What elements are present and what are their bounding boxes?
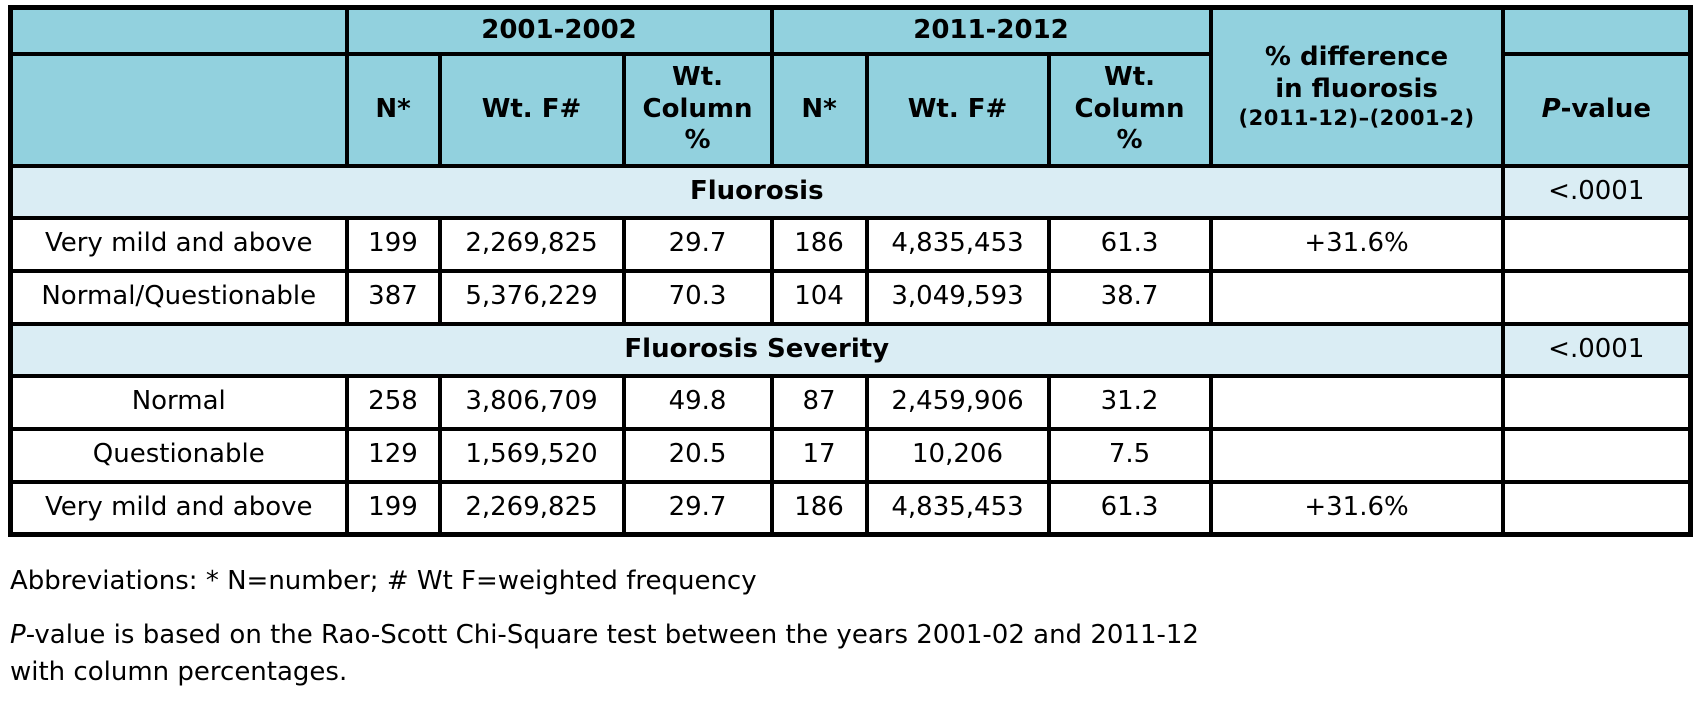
cell-wtf-2001: 2,269,825 — [437, 215, 626, 273]
section-label-fluorosis-severity: Fluorosis Severity — [8, 321, 1505, 378]
col-header-n-2011: N* — [769, 51, 869, 168]
diff-column-header: % difference in fluorosis (2011-12)–(200… — [1208, 5, 1505, 168]
footnote-pvalue-text: -value is based on the Rao-Scott Chi-Squ… — [10, 619, 1199, 687]
cell-pct-2001: 29.7 — [621, 479, 774, 537]
header-row-periods: 2001-2002 2011-2012 % difference in fluo… — [8, 5, 1693, 168]
cell-pct-2011: 61.3 — [1046, 479, 1213, 537]
cell-pvalue — [1500, 215, 1693, 273]
cell-pct-2011: 61.3 — [1046, 215, 1213, 273]
cell-n-2011: 17 — [769, 426, 869, 484]
cell-diff: +31.6% — [1208, 479, 1505, 537]
cell-pvalue — [1500, 426, 1693, 484]
table-row-normal: Normal 258 3,806,709 49.8 87 2,459,906 3… — [8, 373, 1693, 431]
section-row-fluorosis: Fluorosis <.0001 — [8, 163, 1693, 220]
table-row-questionable: Questionable 129 1,569,520 20.5 17 10,20… — [8, 426, 1693, 484]
row-label: Questionable — [8, 426, 349, 484]
section-row-fluorosis-severity: Fluorosis Severity <.0001 — [8, 321, 1693, 378]
cell-pct-2001: 20.5 — [621, 426, 774, 484]
section-label-fluorosis: Fluorosis — [8, 163, 1505, 220]
col-header-pvalue: P-value — [1500, 51, 1693, 168]
col-header-wtcol-2001: Wt. Column % — [621, 51, 774, 168]
cell-wtf-2001: 5,376,229 — [437, 268, 626, 326]
cell-pct-2011: 31.2 — [1046, 373, 1213, 431]
footnotes: Abbreviations: * N=number; # Wt F=weight… — [10, 563, 1694, 691]
cell-pct-2011: 7.5 — [1046, 426, 1213, 484]
cell-diff — [1208, 373, 1505, 431]
pvalue-top-cell — [1500, 5, 1693, 56]
table-row-very-mild-1: Very mild and above 199 2,269,825 29.7 1… — [8, 215, 1693, 273]
cell-n-2011: 186 — [769, 479, 869, 537]
row-label: Very mild and above — [8, 215, 349, 273]
table-row-normal-questionable: Normal/Questionable 387 5,376,229 70.3 1… — [8, 268, 1693, 326]
header-row-columns: N* Wt. F# Wt. Column % N* Wt. F# Wt. Col… — [8, 51, 1693, 168]
cell-n-2011: 104 — [769, 268, 869, 326]
pvalue-cell-fluorosis: <.0001 — [1500, 163, 1693, 220]
cell-wtf-2011: 10,206 — [864, 426, 1051, 484]
cell-wtf-2011: 3,049,593 — [864, 268, 1051, 326]
pvalue-header-italic-p: P — [1541, 93, 1561, 124]
cell-diff — [1208, 268, 1505, 326]
row-label: Normal — [8, 373, 349, 431]
fluorosis-table: 2001-2002 2011-2012 % difference in fluo… — [8, 5, 1694, 537]
footnote-pvalue: P-value is based on the Rao-Scott Chi-Sq… — [10, 617, 1694, 691]
table-row-very-mild-2: Very mild and above 199 2,269,825 29.7 1… — [8, 479, 1693, 537]
cell-wtf-2001: 1,569,520 — [437, 426, 626, 484]
cell-wtf-2011: 4,835,453 — [864, 479, 1051, 537]
col-header-wtf-2011: Wt. F# — [864, 51, 1051, 168]
cell-wtf-2001: 3,806,709 — [437, 373, 626, 431]
pvalue-header-rest: -value — [1560, 93, 1651, 124]
cell-n-2001: 199 — [344, 479, 442, 537]
cell-pct-2001: 29.7 — [621, 215, 774, 273]
cell-n-2001: 129 — [344, 426, 442, 484]
row-label: Very mild and above — [8, 479, 349, 537]
diff-header-label: % difference in fluorosis — [1264, 42, 1449, 104]
cell-n-2001: 258 — [344, 373, 442, 431]
period-2011-header: 2011-2012 — [769, 5, 1213, 56]
cell-pct-2011: 38.7 — [1046, 268, 1213, 326]
pvalue-cell-fluorosis-severity: <.0001 — [1500, 321, 1693, 378]
col-header-wtcol-2011: Wt. Column % — [1046, 51, 1213, 168]
corner-cell — [8, 5, 349, 56]
cell-pvalue — [1500, 373, 1693, 431]
cell-n-2001: 387 — [344, 268, 442, 326]
cell-n-2011: 87 — [769, 373, 869, 431]
row-label-header-cell — [8, 51, 349, 168]
cell-diff — [1208, 426, 1505, 484]
cell-pct-2001: 70.3 — [621, 268, 774, 326]
footnote-abbreviations: Abbreviations: * N=number; # Wt F=weight… — [10, 566, 757, 596]
cell-n-2001: 199 — [344, 215, 442, 273]
col-header-n-2001: N* — [344, 51, 442, 168]
cell-pvalue — [1500, 479, 1693, 537]
col-header-wtf-2001: Wt. F# — [437, 51, 626, 168]
cell-wtf-2011: 2,459,906 — [864, 373, 1051, 431]
cell-wtf-2001: 2,269,825 — [437, 479, 626, 537]
cell-wtf-2011: 4,835,453 — [864, 215, 1051, 273]
period-2001-header: 2001-2002 — [344, 5, 774, 56]
cell-diff: +31.6% — [1208, 215, 1505, 273]
cell-pct-2001: 49.8 — [621, 373, 774, 431]
cell-pvalue — [1500, 268, 1693, 326]
diff-header-subscript: (2011-12)–(2001-2) — [1238, 105, 1475, 130]
footnote-pvalue-italic-p: P — [10, 619, 26, 650]
row-label: Normal/Questionable — [8, 268, 349, 326]
cell-n-2011: 186 — [769, 215, 869, 273]
